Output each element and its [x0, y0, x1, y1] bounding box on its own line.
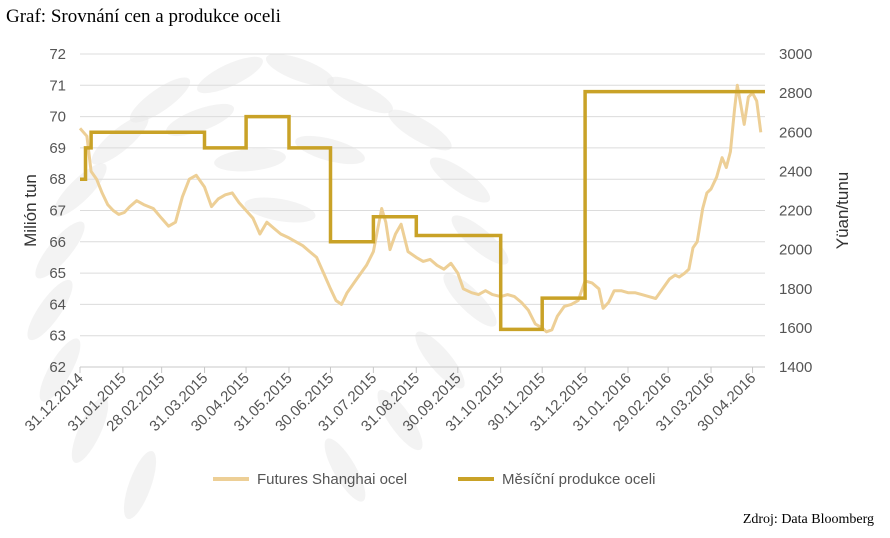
- leaf-shape: [443, 273, 497, 327]
- legend-label: Futures Shanghai ocel: [257, 471, 407, 488]
- left-axis-label: Milión tun: [21, 174, 40, 247]
- chart-title: Graf: Srovnání cen a produkce oceli: [6, 6, 281, 27]
- right-tick-label: 1400: [779, 359, 812, 376]
- right-axis-label: Yüan/tunu: [833, 172, 852, 250]
- left-tick-label: 70: [49, 109, 66, 126]
- left-tick-label: 64: [49, 296, 66, 313]
- leaf-shape: [265, 53, 335, 87]
- leaf-shape: [388, 109, 452, 151]
- right-tick-label: 2600: [779, 124, 812, 141]
- left-tick-label: 71: [49, 77, 66, 94]
- leaf-shape: [327, 76, 393, 114]
- leaf-shape: [214, 148, 286, 172]
- right-axis-ticks: 1400 1600 1800 2000 2200 2400 2600 2800 3000: [779, 46, 812, 376]
- leaf-shape: [35, 221, 85, 279]
- right-tick-label: 1600: [779, 320, 812, 337]
- leaf-shape: [377, 389, 423, 451]
- background-leaf-watermark: [27, 53, 509, 520]
- right-tick-label: 2800: [779, 85, 812, 102]
- left-tick-label: 72: [49, 46, 66, 63]
- right-tick-label: 2400: [779, 163, 812, 180]
- leaf-shape: [429, 157, 491, 203]
- legend-label: Měsíční produkce oceli: [502, 471, 655, 488]
- left-tick-label: 63: [49, 328, 66, 345]
- legend: Futures Shanghai ocel Měsíční produkce oc…: [213, 471, 655, 488]
- right-tick-label: 2000: [779, 242, 812, 259]
- leaf-shape: [324, 438, 366, 502]
- series-lines: [78, 83, 765, 334]
- source-note: Zdroj: Data Bloomberg: [742, 512, 874, 527]
- leaf-shape: [91, 115, 149, 165]
- left-tick-label: 69: [49, 140, 66, 157]
- leaf-shape: [27, 279, 73, 341]
- leaf-shape: [129, 77, 191, 123]
- series-line-2: [80, 89, 765, 332]
- leaf-shape: [39, 338, 81, 402]
- left-tick-label: 66: [49, 234, 66, 251]
- left-tick-label: 68: [49, 171, 66, 188]
- right-tick-label: 1800: [779, 281, 812, 298]
- left-tick-label: 65: [49, 265, 66, 282]
- left-tick-label: 62: [49, 359, 66, 376]
- leaf-shape: [451, 215, 509, 265]
- left-tick-label: 67: [49, 203, 66, 220]
- grid-lines: Milión tun Yüan/tunu: [21, 53, 852, 368]
- left-axis-ticks: 62 63 64 65 66 67 68 69 70 71 72: [49, 46, 66, 376]
- leaf-shape: [197, 56, 263, 94]
- leaf-shape: [123, 450, 157, 520]
- leaf-shape: [71, 397, 109, 463]
- right-tick-label: 3000: [779, 46, 812, 63]
- right-tick-label: 2200: [779, 203, 812, 220]
- series-line-1: [78, 83, 763, 334]
- leaf-shape: [165, 103, 235, 137]
- leaf-shape: [415, 331, 465, 389]
